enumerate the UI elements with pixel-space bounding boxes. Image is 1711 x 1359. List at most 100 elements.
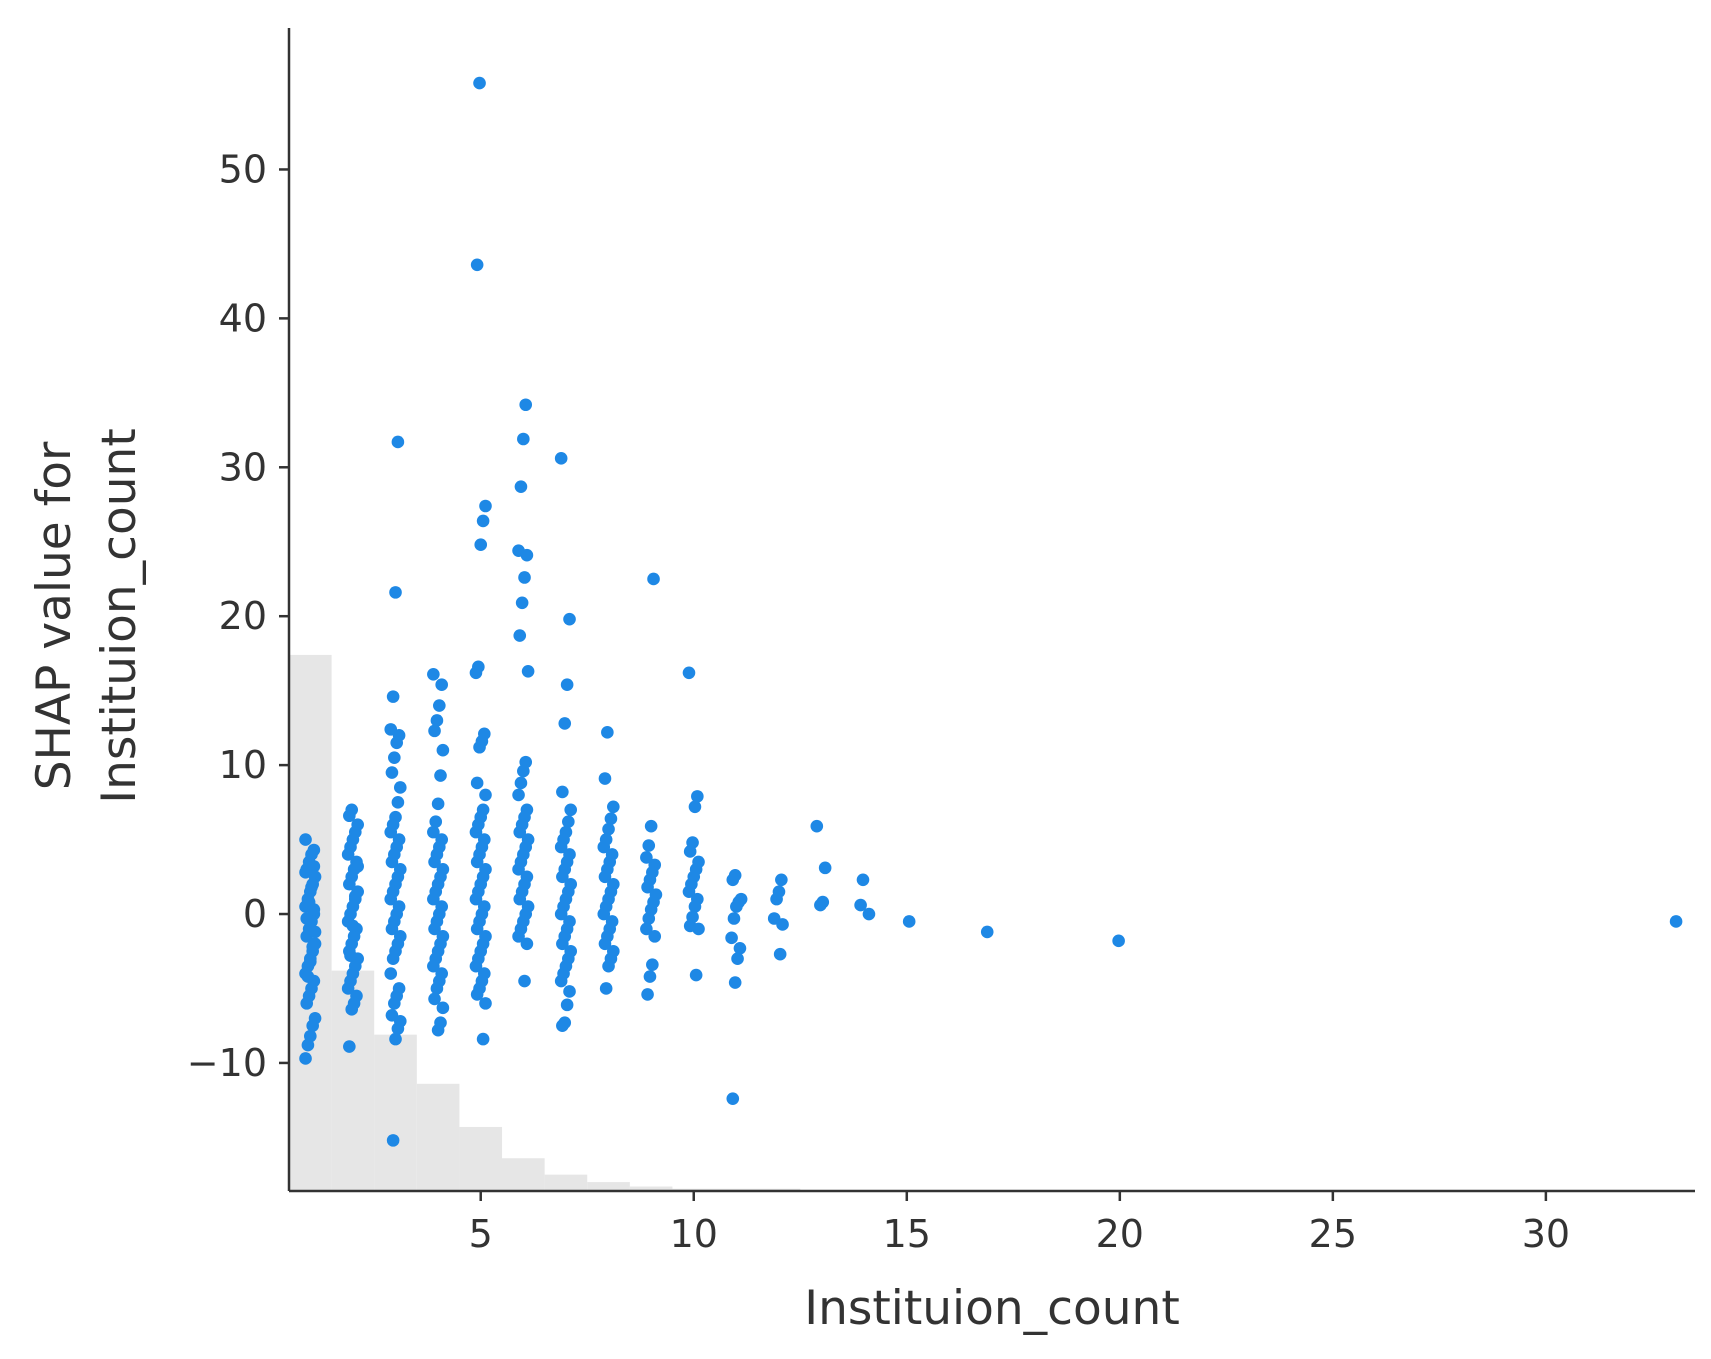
data-point (341, 848, 355, 861)
data-point (470, 988, 484, 1001)
data-point (393, 781, 407, 794)
data-point (725, 931, 738, 945)
data-point (682, 666, 696, 680)
y-tick-label: 30 (219, 445, 267, 489)
data-point (556, 870, 569, 884)
data-point (980, 925, 994, 939)
data-point (470, 922, 484, 936)
data-point (299, 1052, 312, 1065)
data-point (474, 538, 488, 552)
x-tick-label: 20 (1096, 1212, 1144, 1256)
data-point (384, 825, 398, 839)
y-tick-label: 50 (219, 147, 267, 191)
data-point (427, 825, 440, 839)
y-tick-label: 20 (219, 594, 267, 638)
data-point (515, 596, 529, 610)
data-point (733, 941, 747, 955)
histogram-bar (502, 1158, 545, 1191)
data-point (640, 922, 653, 936)
data-point (470, 855, 484, 869)
data-point (306, 1019, 319, 1033)
data-point (518, 571, 531, 584)
data-point (470, 776, 484, 790)
data-point (343, 877, 356, 891)
data-point (642, 912, 656, 925)
data-point (473, 740, 486, 754)
data-point (648, 930, 662, 943)
data-point (384, 967, 398, 980)
data-point (554, 452, 568, 465)
data-point (389, 586, 402, 599)
data-point (479, 997, 492, 1010)
data-point (689, 968, 703, 982)
data-point (902, 915, 916, 928)
x-tick-label: 5 (469, 1212, 493, 1256)
data-point (560, 678, 574, 692)
data-point (513, 629, 527, 642)
axes (287, 28, 1695, 1193)
data-point (554, 974, 568, 988)
data-point (430, 982, 444, 995)
data-point (479, 499, 492, 513)
x-tick-label: 15 (883, 1212, 931, 1256)
data-point (391, 1022, 405, 1035)
data-point (427, 892, 440, 906)
data-point (520, 937, 534, 951)
data-point (597, 840, 611, 854)
data-point (519, 398, 533, 412)
y-tick-label: 10 (219, 743, 267, 787)
data-point (692, 922, 705, 936)
data-point (1669, 915, 1683, 928)
data-point (688, 800, 702, 814)
data-point (688, 900, 702, 913)
data-point (682, 885, 696, 898)
data-point (391, 435, 405, 449)
data-point (427, 959, 440, 973)
y-axis-title-line-1: SHAP value for (27, 441, 82, 790)
data-point (643, 970, 657, 983)
data-point (730, 900, 743, 913)
data-point (388, 997, 401, 1010)
y-tick-label: 0 (243, 892, 267, 936)
x-axis-title: Instituion_count (804, 1281, 1180, 1336)
data-point (431, 1023, 445, 1037)
data-point (346, 919, 360, 933)
data-point (389, 1032, 402, 1046)
data-point (521, 664, 535, 678)
data-point (301, 1038, 315, 1052)
data-point (473, 76, 486, 90)
data-point (435, 678, 449, 692)
data-point (775, 873, 788, 887)
data-point (341, 982, 355, 995)
histogram-bar (587, 1182, 630, 1191)
data-point (640, 851, 653, 864)
data-point (385, 922, 399, 936)
data-point (727, 912, 741, 925)
data-point (854, 898, 867, 912)
data-point (299, 866, 312, 879)
data-point (343, 1040, 356, 1053)
data-point (512, 788, 525, 802)
data-point (602, 822, 615, 836)
data-point (345, 1003, 359, 1016)
histogram-bar (544, 1174, 588, 1191)
data-point (386, 690, 400, 703)
data-point (520, 548, 534, 562)
data-point (431, 797, 445, 811)
data-point (307, 903, 321, 916)
data-point (390, 736, 404, 750)
data-point (470, 258, 484, 272)
data-point (429, 815, 443, 828)
data-point (598, 870, 612, 884)
data-point (301, 970, 315, 983)
data-point (563, 985, 576, 998)
data-point (514, 776, 528, 790)
data-point (513, 892, 527, 906)
data-point (512, 930, 525, 943)
x-tick-label: 10 (670, 1212, 718, 1256)
data-point (476, 1032, 490, 1046)
data-point (469, 892, 483, 906)
data-point (388, 751, 401, 764)
data-point (428, 992, 441, 1006)
